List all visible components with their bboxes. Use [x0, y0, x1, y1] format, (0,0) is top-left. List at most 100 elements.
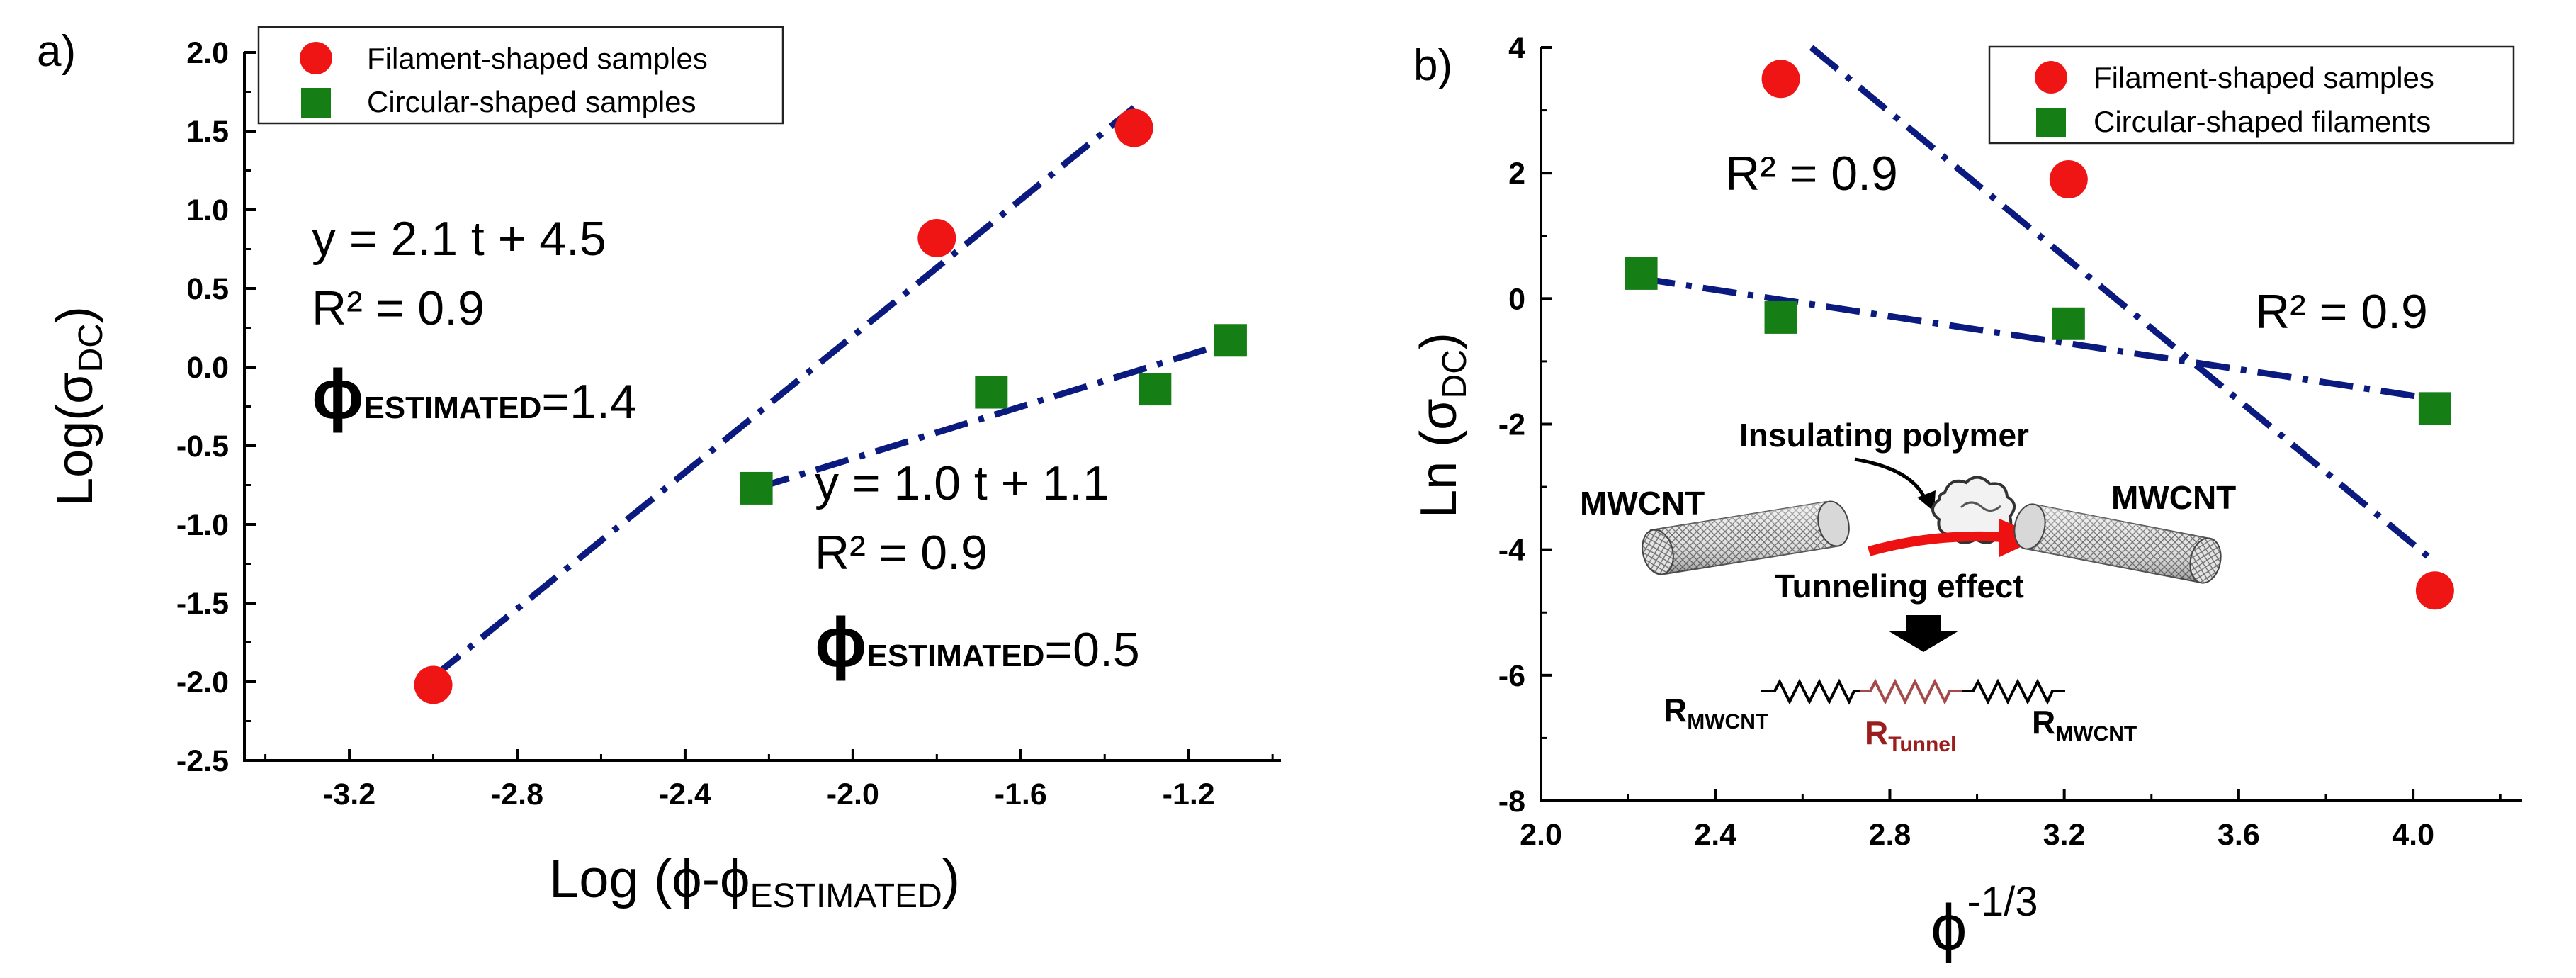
inset-resistor-right [1962, 678, 2065, 705]
a-circular-phi-estimated: ϕESTIMATED=0.5 [815, 603, 1140, 681]
b-legend: Filament-shaped samples Circular-shaped … [1988, 45, 2515, 145]
a-fit-lines [431, 105, 1232, 680]
a-circular-point [1214, 324, 1247, 357]
inset-down-arrow [1888, 615, 1959, 652]
inset-r-tunnel: RTunnel [1865, 714, 1956, 756]
panel-a: a) -2.5 -2.0 -1.5 -1.0 -0.5 0.0 0.5 1.0 1.5 2.0 -… [37, 26, 1281, 915]
inset-resistor-tunnel [1860, 678, 1962, 705]
a-x-tick-label: -2.0 [827, 777, 879, 811]
b-filament-point [1761, 60, 1800, 99]
a-filament-phi-estimated: ϕESTIMATED=1.4 [312, 355, 637, 433]
a-x-tick-label: -3.2 [323, 777, 375, 811]
b-x-axis-title: ϕ-1/3 [1931, 879, 2038, 964]
a-y-tick-label: 0.0 [186, 351, 229, 385]
a-y-tick-label: 0.5 [186, 272, 229, 306]
a-legend-circular-label: Circular-shaped samples [367, 85, 696, 118]
a-y-tick-label: -1.5 [176, 587, 229, 621]
inset-r-mwcnt-left: RMWCNT [1663, 692, 1768, 734]
b-x-tick-label: 3.2 [2043, 818, 2086, 852]
b-fit-line-filament [1809, 45, 2437, 565]
inset-left-nanotube [1642, 500, 1850, 575]
b-x-tick-label: 2.8 [1869, 818, 1911, 852]
a-legend: Filament-shaped samples Circular-shaped … [257, 26, 784, 125]
b-circular-point [2418, 392, 2451, 425]
a-y-tick-label: -1.0 [176, 508, 229, 542]
a-circular-point [1139, 373, 1172, 406]
a-x-ticks: -3.2 -2.8 -2.4 -2.0 -1.6 -1.2 [264, 749, 1274, 811]
inset-polymer-pointer [1854, 457, 1928, 502]
a-circular-point [740, 471, 773, 505]
b-filament-r-squared: R² = 0.9 [1725, 147, 1898, 201]
a-x-tick-label: -1.2 [1163, 777, 1215, 811]
a-y-axis-title: Log(σDC) [47, 306, 110, 506]
inset-polymer-arrowhead [1917, 490, 1936, 512]
a-legend-box [257, 26, 784, 125]
b-legend-filament-label: Filament-shaped samples [2094, 61, 2434, 94]
b-x-tick-label: 2.0 [1520, 818, 1562, 852]
panel-b-label: b) [1413, 41, 1452, 90]
a-x-tick-label: -1.6 [995, 777, 1047, 811]
a-y-tick-label: -0.5 [176, 429, 229, 463]
a-filament-r-squared: R² = 0.9 [312, 281, 485, 335]
a-fit-line-filament [431, 105, 1136, 680]
b-legend-circular-label: Circular-shaped filaments [2094, 105, 2431, 138]
b-circular-point [1625, 257, 1658, 290]
b-y-tick-label: 2 [1508, 157, 1525, 191]
b-y-tick-label: -2 [1498, 408, 1525, 442]
a-filament-point [1114, 108, 1153, 147]
panel-a-label: a) [37, 27, 76, 76]
a-legend-circular-marker [301, 88, 331, 118]
b-legend-circular-marker [2036, 108, 2066, 137]
a-filament-point [414, 665, 453, 704]
b-y-axis-title: Ln (σDC) [1411, 332, 1474, 518]
b-y-tick-label: -6 [1498, 659, 1525, 693]
a-filament-fit-equation: y = 2.1 t + 4.5 [312, 212, 606, 266]
a-circular-point [975, 376, 1008, 409]
a-x-tick-label: -2.4 [659, 777, 711, 811]
b-filament-point [2415, 571, 2454, 610]
panel-b: b) -8 -6 -4 -2 0 2 4 2.0 2.4 2.8 3.2 3.6 4.0 Ln (σD… [1411, 31, 2522, 964]
b-y-ticks: -8 -6 -4 -2 0 2 4 [1498, 31, 1552, 819]
b-circular-point [2052, 307, 2085, 340]
a-y-tick-label: 1.0 [186, 193, 229, 227]
a-legend-filament-marker [300, 42, 332, 74]
inset-tunneling-label: Tunneling effect [1775, 568, 2024, 605]
inset-right-mwcnt-label: MWCNT [2111, 479, 2236, 516]
inset-tunneling-arrow [1868, 531, 2006, 556]
a-y-ticks: -2.5 -2.0 -1.5 -1.0 -0.5 0.0 0.5 1.0 1.5 2.0 [176, 36, 256, 778]
b-filament-point [2049, 160, 2088, 199]
inset-r-mwcnt-right: RMWCNT [2032, 704, 2137, 746]
b-y-tick-label: 4 [1508, 31, 1525, 65]
a-x-tick-label: -2.8 [491, 777, 543, 811]
inset-polymer-label: Insulating polymer [1739, 417, 2029, 454]
b-legend-filament-marker [2035, 61, 2067, 94]
b-y-tick-label: -8 [1498, 785, 1525, 819]
a-y-tick-label: 2.0 [186, 36, 229, 70]
b-circular-r-squared: R² = 0.9 [2255, 285, 2428, 339]
a-y-tick-label: 1.5 [186, 115, 229, 149]
a-legend-filament-label: Filament-shaped samples [367, 42, 708, 75]
a-y-tick-label: -2.0 [176, 665, 229, 699]
a-data-points [414, 108, 1247, 704]
b-fit-line-circular [1640, 275, 2436, 403]
b-y-tick-label: -4 [1498, 534, 1525, 568]
tunneling-inset: Insulating polymer MWCNT [1580, 417, 2236, 756]
b-circular-point [1764, 300, 1797, 334]
b-y-tick-label: 0 [1508, 282, 1525, 316]
a-y-tick-label: -2.5 [176, 744, 229, 778]
b-fit-lines [1640, 45, 2437, 565]
b-x-tick-label: 3.6 [2218, 818, 2260, 852]
a-filament-point [917, 218, 956, 257]
b-legend-box [1988, 45, 2515, 145]
a-fit-line-circular [755, 339, 1232, 492]
a-x-axis-title: Log (ϕ-ϕESTIMATED) [549, 849, 960, 915]
a-circular-r-squared: R² = 0.9 [815, 526, 988, 580]
inset-right-nanotube [2013, 503, 2222, 584]
inset-resistor-network [1761, 678, 2065, 705]
inset-left-mwcnt-label: MWCNT [1580, 485, 1705, 522]
b-x-tick-label: 4.0 [2392, 818, 2434, 852]
b-x-tick-label: 2.4 [1694, 818, 1736, 852]
b-data-points [1625, 60, 2454, 610]
a-circular-fit-equation: y = 1.0 t + 1.1 [815, 456, 1109, 510]
